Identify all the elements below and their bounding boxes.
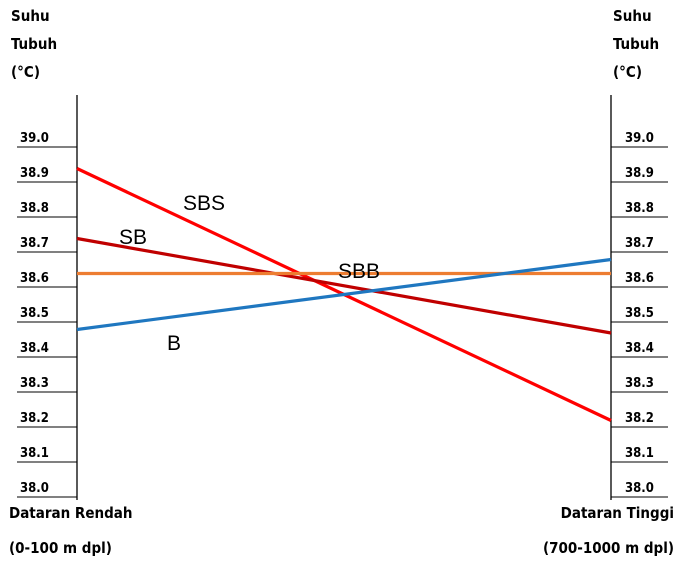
x-axis-labels: Dataran Rendah (0-100 m dpl) Dataran Tingg… [9, 504, 674, 557]
left-y-label-line: Suhu [11, 7, 50, 25]
right-y-label-line: Suhu [613, 7, 652, 25]
right-y-label-line: Tubuh [613, 35, 659, 53]
x-label-left: Dataran Rendah [9, 504, 132, 522]
left-y-tick-label: 38.2 [20, 411, 49, 426]
left-y-tick-label: 38.6 [20, 271, 49, 286]
left-y-tick-label: 38.0 [20, 481, 49, 496]
series-line-b [76, 257, 612, 332]
x-label-left-sub: (0-100 m dpl) [9, 539, 112, 557]
right-y-tick-label: 38.6 [625, 271, 654, 286]
right-y-tick-label: 38.2 [625, 411, 654, 426]
left-y-tick-label: 38.4 [20, 341, 49, 356]
left-y-tick-label: 38.5 [20, 306, 49, 321]
right-y-tick-label: 38.9 [625, 166, 654, 181]
right-y-tick-label: 39.0 [625, 131, 654, 146]
right-y-tick-label: 38.7 [625, 236, 654, 251]
series-lines [76, 167, 612, 422]
left-y-tick-label: 38.3 [20, 376, 49, 391]
right-y-label-line: (°C) [613, 63, 642, 81]
left-y-label-line: Tubuh [11, 35, 57, 53]
left-y-axis-ticks: 39.0 38.9 38.8 38.7 38.6 38.5 38.4 38.3 38.2 38.1… [17, 131, 77, 498]
right-y-tick-label: 38.5 [625, 306, 654, 321]
right-y-axis-label: Suhu Tubuh (°C) [613, 7, 659, 81]
right-y-tick-label: 38.1 [625, 446, 654, 461]
left-y-tick-label: 38.7 [20, 236, 49, 251]
series-label-sbb: SBB [338, 260, 380, 283]
left-y-tick-label: 39.0 [20, 131, 49, 146]
left-y-tick-label: 38.1 [20, 446, 49, 461]
left-y-label-line: (°C) [11, 63, 40, 81]
right-y-tick-label: 38.3 [625, 376, 654, 391]
series-line-sb [76, 236, 612, 335]
right-y-axis-ticks: 39.0 38.9 38.8 38.7 38.6 38.5 38.4 38.3 38.2 38.1… [611, 131, 668, 498]
left-y-tick-label: 38.8 [20, 201, 49, 216]
right-y-tick-label: 38.0 [625, 481, 654, 496]
right-y-tick-label: 38.8 [625, 201, 654, 216]
series-label-sbs: SBS [183, 192, 225, 215]
series-labels: SBS SB SBB B [119, 192, 380, 355]
left-y-axis-label: Suhu Tubuh (°C) [11, 7, 57, 81]
left-y-tick-label: 38.9 [20, 166, 49, 181]
series-label-sb: SB [119, 226, 147, 249]
x-label-right-sub: (700-1000 m dpl) [543, 539, 674, 557]
series-label-b: B [167, 332, 181, 355]
x-label-right: Dataran Tinggi [561, 504, 674, 522]
right-y-tick-label: 38.4 [625, 341, 654, 356]
